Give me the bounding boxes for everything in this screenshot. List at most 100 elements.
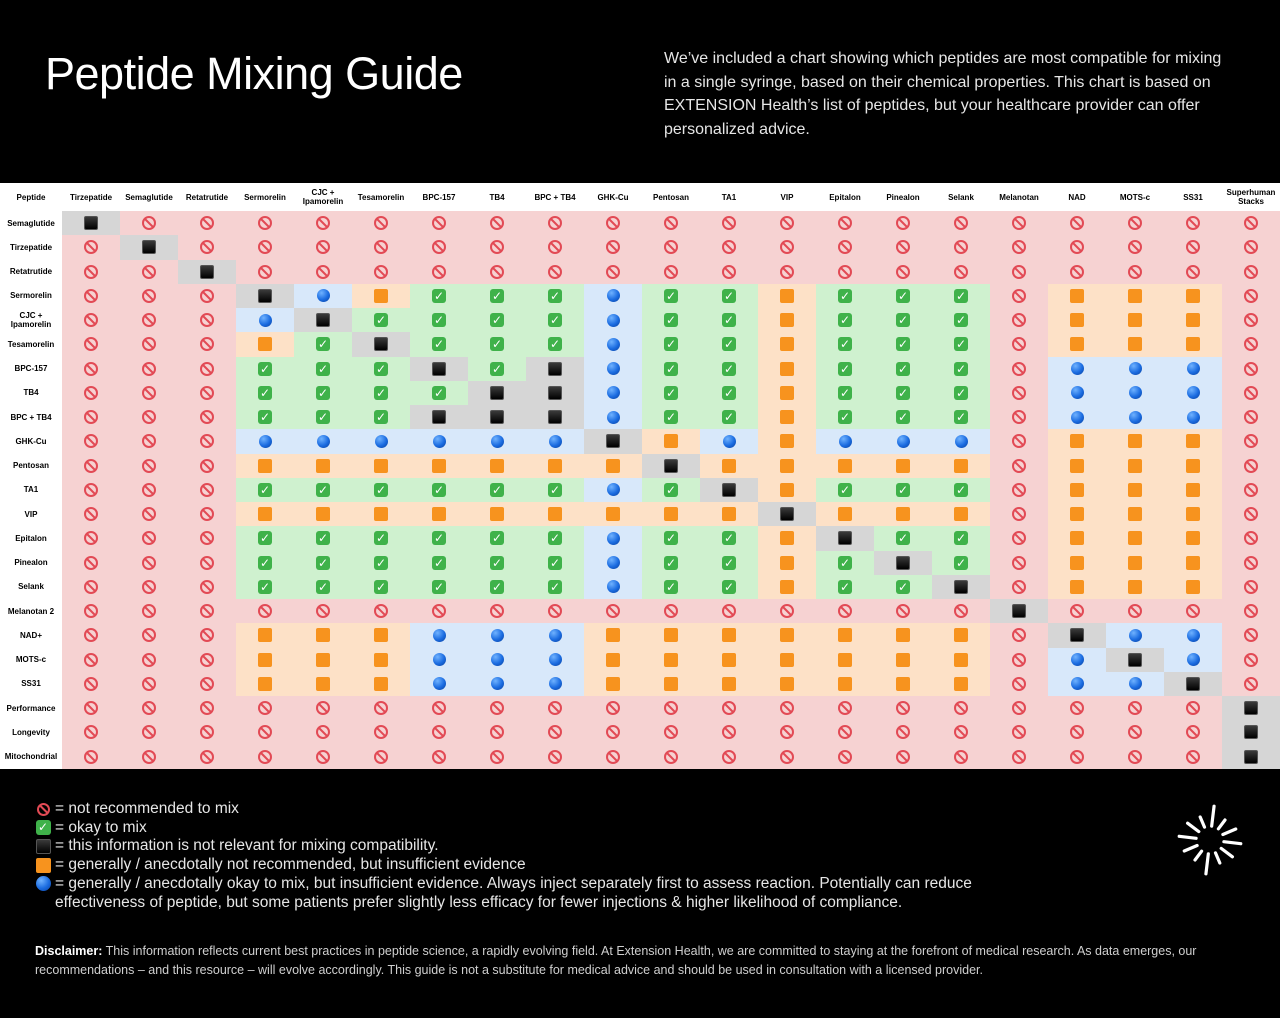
extension-health-logo bbox=[1177, 804, 1243, 876]
black-square-icon bbox=[722, 482, 736, 497]
orange-square-icon bbox=[1186, 458, 1200, 473]
not-recommended-icon bbox=[722, 749, 736, 764]
not-recommended-icon bbox=[490, 701, 504, 716]
table-cell bbox=[874, 550, 932, 575]
not-recommended-icon bbox=[200, 676, 214, 691]
not-recommended-icon bbox=[258, 216, 272, 231]
table-cell bbox=[178, 477, 236, 502]
table-cell bbox=[816, 502, 874, 527]
table-cell: ✓ bbox=[816, 380, 874, 405]
not-recommended-icon bbox=[142, 531, 156, 546]
not-recommended-icon bbox=[780, 264, 794, 279]
table-cell bbox=[1048, 380, 1106, 405]
not-recommended-icon bbox=[84, 410, 98, 425]
okay-check-icon: ✓ bbox=[722, 385, 736, 400]
table-cell bbox=[1164, 550, 1222, 575]
table-cell bbox=[1106, 671, 1164, 696]
orange-square-icon bbox=[1070, 288, 1084, 303]
not-recommended-icon bbox=[1244, 482, 1258, 497]
row-header: Epitalon bbox=[0, 526, 62, 551]
table-cell bbox=[62, 259, 120, 284]
table-cell bbox=[1048, 259, 1106, 284]
table-cell bbox=[468, 259, 526, 284]
okay-check-icon: ✓ bbox=[548, 313, 562, 328]
orange-square-icon bbox=[780, 652, 794, 667]
table-cell bbox=[1106, 235, 1164, 260]
logo-ray bbox=[1177, 834, 1198, 840]
blue-circle-icon bbox=[606, 337, 620, 351]
okay-check-icon: ✓ bbox=[838, 361, 852, 376]
table-cell bbox=[178, 696, 236, 721]
not-recommended-icon bbox=[200, 216, 214, 231]
blue-circle-icon bbox=[35, 876, 51, 892]
not-recommended-icon bbox=[1186, 701, 1200, 716]
not-recommended-icon bbox=[1012, 725, 1026, 740]
not-recommended-icon bbox=[84, 628, 98, 643]
not-recommended-icon bbox=[142, 361, 156, 376]
black-square-icon bbox=[838, 531, 852, 546]
table-cell bbox=[526, 380, 584, 405]
not-recommended-icon bbox=[432, 749, 446, 764]
table-cell bbox=[1222, 211, 1280, 236]
not-recommended-icon bbox=[374, 749, 388, 764]
not-recommended-icon bbox=[142, 604, 156, 619]
table-cell bbox=[62, 647, 120, 672]
table-cell bbox=[1222, 744, 1280, 769]
table-cell bbox=[1106, 599, 1164, 624]
okay-check-icon: ✓ bbox=[664, 313, 678, 328]
table-cell bbox=[62, 405, 120, 430]
not-recommended-icon bbox=[142, 385, 156, 400]
table-cell bbox=[584, 526, 642, 551]
row-header: Selank bbox=[0, 574, 62, 599]
orange-square-icon bbox=[1186, 337, 1200, 352]
blue-circle-icon bbox=[722, 434, 736, 448]
blue-circle-icon bbox=[1070, 677, 1084, 691]
column-header: Melanotan bbox=[990, 183, 1048, 211]
table-cell bbox=[294, 429, 352, 454]
table-cell bbox=[758, 308, 816, 333]
not-recommended-icon bbox=[1244, 240, 1258, 255]
okay-check-icon: ✓ bbox=[316, 482, 330, 497]
table-cell bbox=[932, 235, 990, 260]
okay-check-icon: ✓ bbox=[954, 410, 968, 425]
table-cell: ✓ bbox=[874, 477, 932, 502]
table-cell bbox=[932, 429, 990, 454]
table-cell bbox=[990, 405, 1048, 430]
column-header: Superhuman Stacks bbox=[1222, 183, 1280, 211]
table-cell: ✓ bbox=[816, 550, 874, 575]
table-cell bbox=[178, 599, 236, 624]
not-recommended-icon bbox=[1070, 240, 1084, 255]
orange-square-icon bbox=[954, 507, 968, 522]
row-header: NAD+ bbox=[0, 623, 62, 648]
black-square-icon bbox=[84, 216, 98, 231]
not-recommended-icon bbox=[316, 604, 330, 619]
okay-check-icon: ✓ bbox=[490, 288, 504, 303]
okay-check-icon: ✓ bbox=[954, 288, 968, 303]
not-recommended-icon bbox=[1244, 652, 1258, 667]
column-header: GHK-Cu bbox=[584, 183, 642, 211]
table-cell bbox=[1106, 502, 1164, 527]
not-recommended-icon bbox=[780, 216, 794, 231]
table-cell bbox=[874, 671, 932, 696]
blue-circle-icon bbox=[258, 313, 272, 327]
table-cell: ✓ bbox=[932, 332, 990, 357]
black-square-icon bbox=[374, 337, 388, 352]
table-cell bbox=[236, 235, 294, 260]
okay-check-icon: ✓ bbox=[838, 579, 852, 594]
not-recommended-icon bbox=[200, 458, 214, 473]
not-recommended-icon bbox=[142, 652, 156, 667]
not-recommended-icon bbox=[896, 725, 910, 740]
table-cell: ✓ bbox=[526, 283, 584, 308]
table-cell bbox=[874, 623, 932, 648]
table-cell bbox=[932, 671, 990, 696]
orange-square-icon bbox=[664, 507, 678, 522]
table-cell bbox=[178, 308, 236, 333]
table-cell bbox=[700, 599, 758, 624]
blue-circle-icon bbox=[1186, 628, 1200, 642]
orange-square-icon bbox=[35, 857, 51, 873]
table-cell: ✓ bbox=[642, 283, 700, 308]
not-recommended-icon bbox=[200, 507, 214, 522]
not-recommended-icon bbox=[838, 240, 852, 255]
table-cell bbox=[178, 211, 236, 236]
table-cell bbox=[294, 259, 352, 284]
